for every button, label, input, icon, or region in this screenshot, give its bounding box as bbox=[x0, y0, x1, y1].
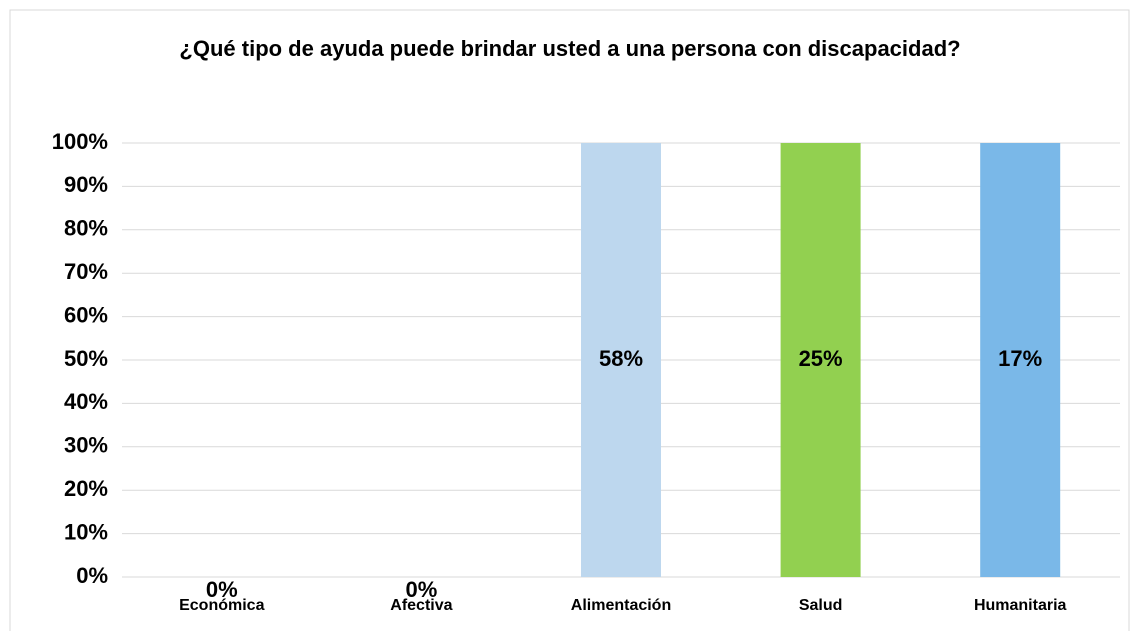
x-tick-label: Humanitaria bbox=[974, 597, 1067, 614]
y-tick-label: 0% bbox=[76, 563, 108, 588]
chart-border bbox=[9, 9, 1130, 631]
chart-title: ¿Qué tipo de ayuda puede brindar usted a… bbox=[179, 36, 961, 61]
y-tick-label: 70% bbox=[64, 259, 108, 284]
data-label: 25% bbox=[799, 346, 843, 371]
x-tick-label: Económica bbox=[179, 597, 264, 614]
y-tick-label: 50% bbox=[64, 346, 108, 371]
y-tick-label: 30% bbox=[64, 433, 108, 458]
x-tick-label: Alimentación bbox=[571, 597, 671, 614]
y-tick-label: 20% bbox=[64, 476, 108, 501]
data-label: 17% bbox=[998, 346, 1042, 371]
y-tick-label: 80% bbox=[64, 216, 108, 241]
bar bbox=[581, 143, 661, 577]
y-tick-label: 40% bbox=[64, 389, 108, 414]
y-tick-label: 10% bbox=[64, 519, 108, 544]
data-label: 58% bbox=[599, 346, 643, 371]
bar bbox=[980, 143, 1061, 577]
data-label: 0% bbox=[406, 577, 438, 602]
y-tick-label: 100% bbox=[52, 129, 108, 154]
data-label: 0% bbox=[206, 577, 238, 602]
x-tick-label: Salud bbox=[799, 597, 843, 614]
x-tick-label: Afectiva bbox=[390, 597, 452, 614]
y-tick-label: 60% bbox=[64, 302, 108, 327]
y-tick-label: 90% bbox=[64, 172, 108, 197]
bar bbox=[780, 143, 861, 577]
